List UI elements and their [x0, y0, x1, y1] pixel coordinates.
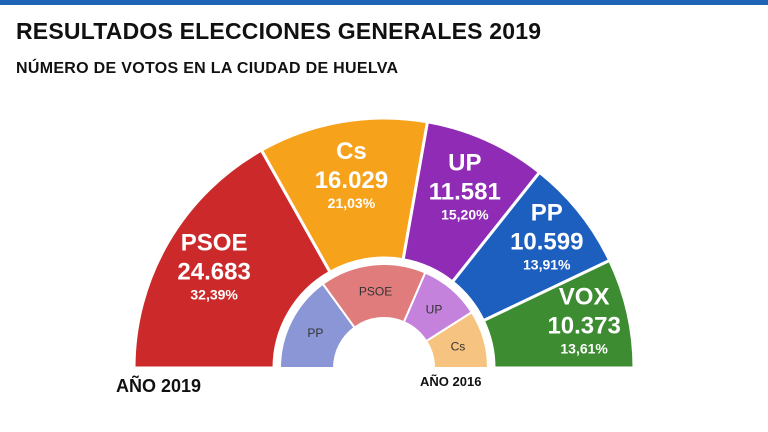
chart-title: RESULTADOS ELECCIONES GENERALES 2019: [16, 18, 542, 44]
slice-2016-up-party-label: UP: [426, 302, 443, 316]
slice-2019-up-votes-label: 11.581: [429, 179, 501, 206]
slice-2019-vox-votes-label: 10.373: [547, 313, 620, 340]
slice-2019-cs-party-label: Cs: [336, 138, 367, 165]
slice-2019-cs-pct-label: 21,03%: [328, 195, 376, 211]
slice-2019-psoe-pct-label: 32,39%: [190, 287, 238, 303]
slice-2019-vox-party-label: VOX: [559, 284, 610, 311]
slice-2019-cs: [259, 116, 430, 275]
year-2019-label: AÑO 2019: [116, 376, 202, 396]
slice-2019-pp-party-label: PP: [531, 200, 563, 227]
slice-2019-vox: [481, 258, 636, 370]
slice-2019-psoe: [132, 148, 333, 370]
slice-2016-psoe-party-label: PSOE: [359, 284, 392, 298]
top-accent-bar: [0, 0, 768, 5]
slice-2016-pp-party-label: PP: [307, 326, 323, 340]
slice-2019-psoe-votes-label: 24.683: [177, 259, 250, 286]
slice-2019-cs-votes-label: 16.029: [315, 167, 388, 194]
slice-2019-pp-votes-label: 10.599: [510, 229, 583, 256]
slice-2019-psoe-party-label: PSOE: [181, 230, 248, 257]
slice-2019-pp-pct-label: 13,91%: [523, 257, 571, 273]
year-2016-label: AÑO 2016: [420, 374, 482, 389]
chart-subtitle: NÚMERO DE VOTOS EN LA CIUDAD DE HUELVA: [16, 60, 399, 77]
slice-2016-cs: [424, 310, 490, 369]
slice-2019-up-pct-label: 15,20%: [441, 207, 489, 223]
slice-2016-cs-party-label: Cs: [451, 340, 466, 354]
slice-2019-up-party-label: UP: [448, 150, 481, 177]
slice-2019-vox-pct-label: 13,61%: [560, 341, 608, 357]
